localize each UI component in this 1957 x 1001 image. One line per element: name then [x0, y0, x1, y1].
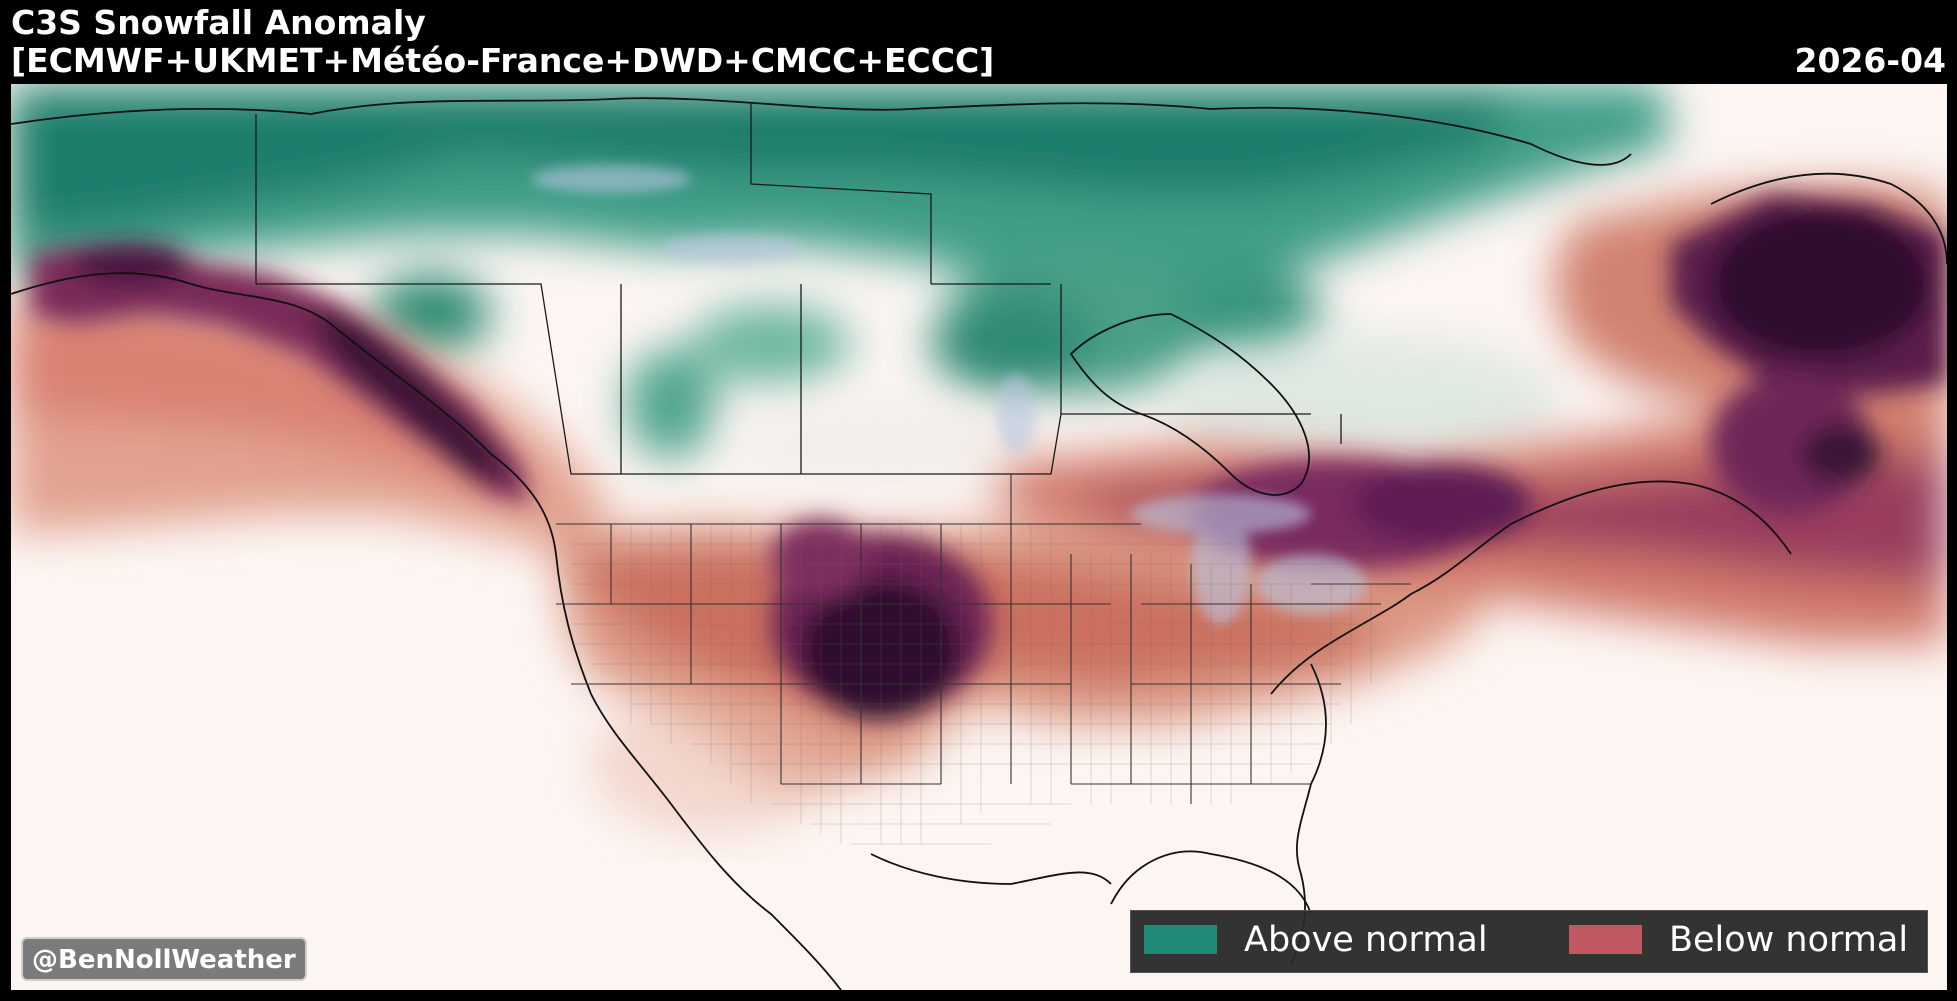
- below-normal-label: Below normal: [1669, 920, 1909, 960]
- anomaly-map: [11, 84, 1947, 990]
- above-normal-label: Above normal: [1244, 920, 1488, 960]
- national-borders: [255, 104, 1342, 475]
- near-normal-north: [731, 334, 1561, 484]
- forecast-month: 2026-04: [1794, 41, 1946, 80]
- above-normal-swatch: [1144, 925, 1217, 954]
- model-list-subtitle: [ECMWF+UKMET+Météo-France+DWD+CMCC+ECCC]: [11, 41, 995, 80]
- map-title: C3S Snowfall Anomaly: [11, 3, 426, 42]
- below-normal-swatch: [1569, 925, 1642, 954]
- coastlines: [11, 97, 1947, 990]
- legend: Above normal Below normal: [1130, 910, 1928, 973]
- above-normal-region: [11, 84, 1671, 459]
- header: C3S Snowfall Anomaly [ECMWF+UKMET+Météo-…: [0, 0, 1957, 84]
- county-grid: [571, 524, 1391, 845]
- author-credit: @BenNollWeather: [21, 937, 307, 981]
